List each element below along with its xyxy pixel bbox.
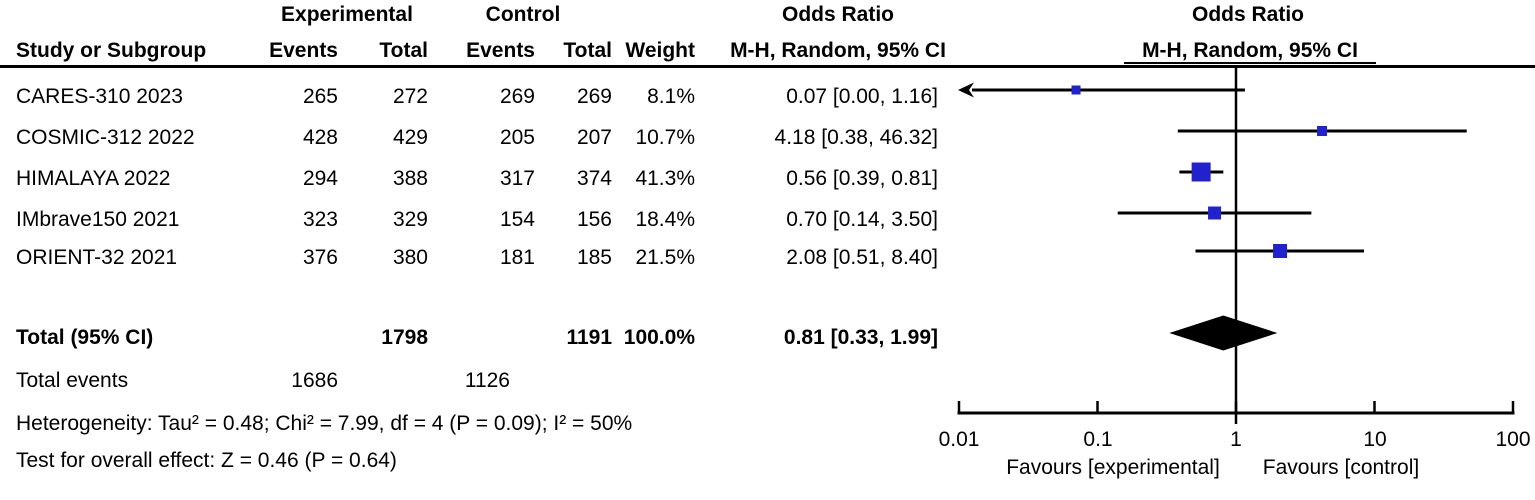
study-name: COSMIC-312 2022 — [16, 126, 195, 149]
total-weight: 100.0% — [623, 326, 695, 349]
exp-total: 388 — [392, 167, 428, 190]
ctl-total: 374 — [576, 167, 612, 190]
exp-events: 294 — [302, 167, 338, 190]
study-name: ORIENT-32 2021 — [16, 246, 178, 269]
total-events-exp: 1686 — [291, 369, 338, 392]
ctl-events: 154 — [499, 208, 535, 231]
exp-total: 380 — [392, 246, 428, 269]
exp-events: 376 — [302, 246, 338, 269]
axis-tick-label: 0.01 — [938, 428, 980, 451]
or-ci-value: 4.18 [0.38, 46.32] — [774, 126, 938, 149]
col-header-exp-total: Total — [379, 39, 428, 62]
ctl-total: 185 — [576, 246, 612, 269]
or-ci-value: 2.08 [0.51, 8.40] — [786, 246, 938, 269]
or-square-marker — [1208, 206, 1222, 220]
or-ci-value: 0.07 [0.00, 1.16] — [786, 85, 938, 108]
heterogeneity-stats: Heterogeneity: Tau² = 0.48; Chi² = 7.99,… — [16, 412, 633, 435]
ctl-events: 317 — [499, 167, 535, 190]
arrow-left-icon — [958, 82, 974, 98]
col-header-study: Study or Subgroup — [16, 39, 207, 62]
weight-value: 21.5% — [635, 246, 695, 269]
or-column-subtitle: M-H, Random, 95% CI — [730, 39, 946, 62]
exp-events: 323 — [302, 208, 338, 231]
ctl-events: 269 — [499, 85, 535, 108]
weight-value: 18.4% — [635, 208, 695, 231]
total-events-label: Total events — [16, 369, 129, 392]
study-name: HIMALAYA 2022 — [16, 167, 171, 190]
total-label: Total (95% CI) — [16, 326, 154, 349]
ctl-total: 156 — [576, 208, 612, 231]
axis-tick-label: 10 — [1363, 428, 1387, 451]
weight-value: 8.1% — [647, 85, 695, 108]
favours-experimental-label: Favours [experimental] — [1006, 456, 1220, 479]
axis-tick-label: 1 — [1230, 428, 1242, 451]
weight-value: 10.7% — [635, 126, 695, 149]
axis-tick-label: 0.1 — [1083, 428, 1113, 451]
or-square-marker — [1071, 85, 1081, 95]
header-divider — [0, 65, 1535, 68]
axis-tick-label: 100 — [1495, 428, 1531, 451]
or-square-marker — [1273, 244, 1288, 258]
study-name: CARES-310 2023 — [16, 85, 183, 108]
ctl-total: 269 — [576, 85, 612, 108]
total-exp-total: 1798 — [381, 326, 428, 349]
or-ci-value: 0.56 [0.39, 0.81] — [786, 167, 938, 190]
exp-events: 428 — [302, 126, 338, 149]
weight-value: 41.3% — [635, 167, 695, 190]
total-events-ctl: 1126 — [464, 369, 510, 392]
total-ctl-total: 1191 — [566, 326, 612, 349]
or-ci-value: 0.70 [0.14, 3.50] — [786, 208, 938, 231]
col-header-exp-events: Events — [269, 39, 338, 62]
ctl-events: 181 — [499, 246, 535, 269]
col-group-control: Control — [485, 3, 561, 26]
exp-total: 272 — [392, 85, 428, 108]
ctl-total: 207 — [576, 126, 612, 149]
overall-effect-test: Test for overall effect: Z = 0.46 (P = 0… — [16, 449, 397, 472]
exp-total: 429 — [392, 126, 428, 149]
exp-events: 265 — [302, 85, 338, 108]
ctl-events: 205 — [499, 126, 535, 149]
summary-diamond — [1169, 315, 1278, 351]
col-header-ctl-total: Total — [563, 39, 612, 62]
plot-title: Odds Ratio — [1191, 3, 1304, 26]
or-square-marker — [1191, 162, 1211, 182]
col-group-experimental: Experimental — [281, 3, 413, 26]
or-square-marker — [1317, 126, 1328, 136]
col-header-ctl-events: Events — [466, 39, 535, 62]
total-or-ci: 0.81 [0.33, 1.99] — [783, 326, 938, 349]
or-column-title: Odds Ratio — [781, 3, 894, 26]
plot-subtitle: M-H, Random, 95% CI — [1124, 40, 1376, 64]
exp-total: 329 — [392, 208, 428, 231]
col-header-weight: Weight — [625, 39, 695, 62]
favours-control-label: Favours [control] — [1262, 456, 1420, 479]
study-name: IMbrave150 2021 — [16, 208, 180, 231]
